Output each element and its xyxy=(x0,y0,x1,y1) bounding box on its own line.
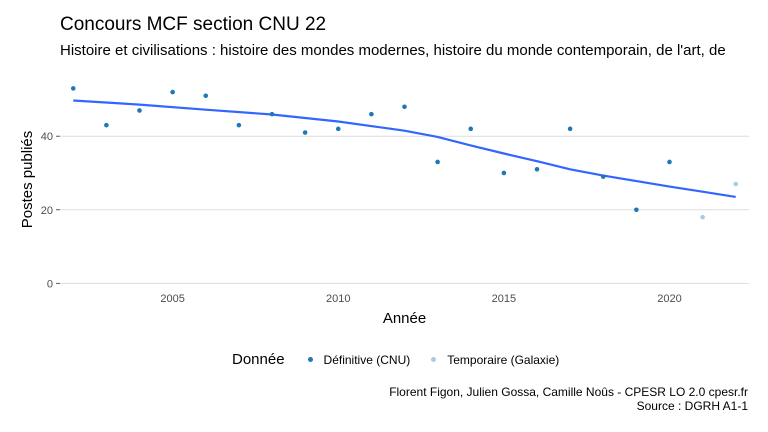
point-temporaire xyxy=(700,214,705,220)
legend-marker-definitive xyxy=(307,357,313,362)
point-definitive xyxy=(104,122,109,128)
point-definitive xyxy=(137,108,142,113)
legend-marker-temporaire xyxy=(431,357,437,362)
y-tick-label: 0 xyxy=(47,278,53,290)
y-tick-label: 20 xyxy=(41,205,53,217)
legend: Donnée Définitive (CNU) Temporaire (Gala… xyxy=(232,351,573,368)
point-definitive xyxy=(435,159,440,165)
point-definitive xyxy=(600,174,606,179)
x-axis-title: Année xyxy=(383,310,426,327)
point-temporaire xyxy=(733,181,739,187)
point-definitive xyxy=(203,93,209,99)
legend-item-definitive: Définitive (CNU) xyxy=(301,352,411,367)
x-tick-label: 2020 xyxy=(657,293,681,305)
point-definitive xyxy=(501,170,507,176)
legend-label-temporaire: Temporaire (Galaxie) xyxy=(447,352,560,367)
x-tick-label: 2010 xyxy=(326,293,350,305)
point-definitive xyxy=(236,122,242,128)
x-tick-label: 2005 xyxy=(160,293,184,305)
point-definitive xyxy=(634,207,639,213)
chart-subtitle: Histoire et civilisations : histoire des… xyxy=(60,42,726,59)
caption-source: Source : DGRH A1-1 xyxy=(636,399,748,413)
point-definitive xyxy=(567,126,573,132)
point-definitive xyxy=(468,126,474,132)
legend-title: Donnée xyxy=(232,351,285,368)
point-definitive xyxy=(269,111,275,117)
point-definitive xyxy=(402,104,407,110)
caption-authors: Florent Figon, Julien Gossa, Camille Noû… xyxy=(389,385,748,399)
point-definitive xyxy=(534,167,540,172)
legend-label-definitive: Définitive (CNU) xyxy=(323,352,411,367)
y-tick-label: 40 xyxy=(41,131,53,143)
point-definitive xyxy=(335,126,341,132)
point-definitive xyxy=(369,111,374,117)
point-definitive xyxy=(70,86,76,91)
legend-item-temporaire: Temporaire (Galaxie) xyxy=(424,353,559,367)
caption: Florent Figon, Julien Gossa, Camille Noû… xyxy=(389,385,748,413)
chart-title: Concours MCF section CNU 22 xyxy=(60,14,327,35)
point-definitive xyxy=(170,89,175,95)
point-definitive xyxy=(302,130,308,135)
y-axis-title: Postes publiés xyxy=(19,131,36,229)
trend-line xyxy=(73,99,736,198)
x-tick-label: 2015 xyxy=(492,293,516,305)
point-definitive xyxy=(667,159,672,165)
